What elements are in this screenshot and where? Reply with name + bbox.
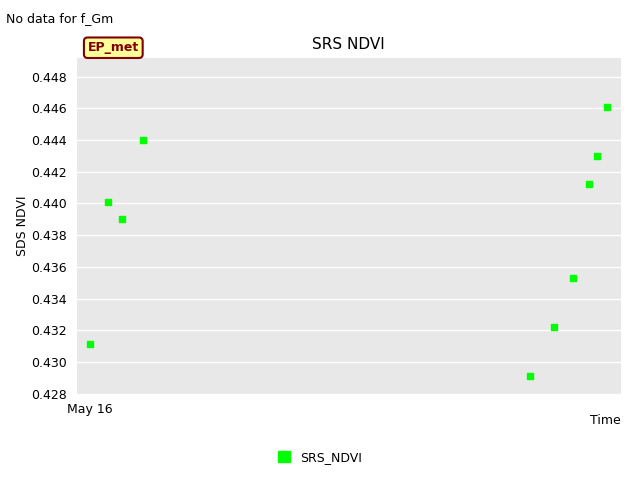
Text: Time: Time — [590, 414, 621, 427]
Text: EP_met: EP_met — [88, 41, 139, 54]
Point — [584, 180, 594, 188]
Point — [591, 152, 602, 160]
Point — [117, 216, 127, 223]
Point — [568, 274, 578, 282]
Point — [602, 103, 612, 110]
Point — [85, 341, 95, 348]
Y-axis label: SDS NDVI: SDS NDVI — [15, 195, 29, 256]
Point — [138, 136, 148, 144]
Point — [549, 323, 559, 331]
Legend: SRS_NDVI: SRS_NDVI — [273, 446, 367, 469]
Text: No data for f_Gm: No data for f_Gm — [6, 12, 114, 25]
Title: SRS NDVI: SRS NDVI — [312, 37, 385, 52]
Point — [102, 198, 113, 205]
Point — [525, 372, 535, 380]
